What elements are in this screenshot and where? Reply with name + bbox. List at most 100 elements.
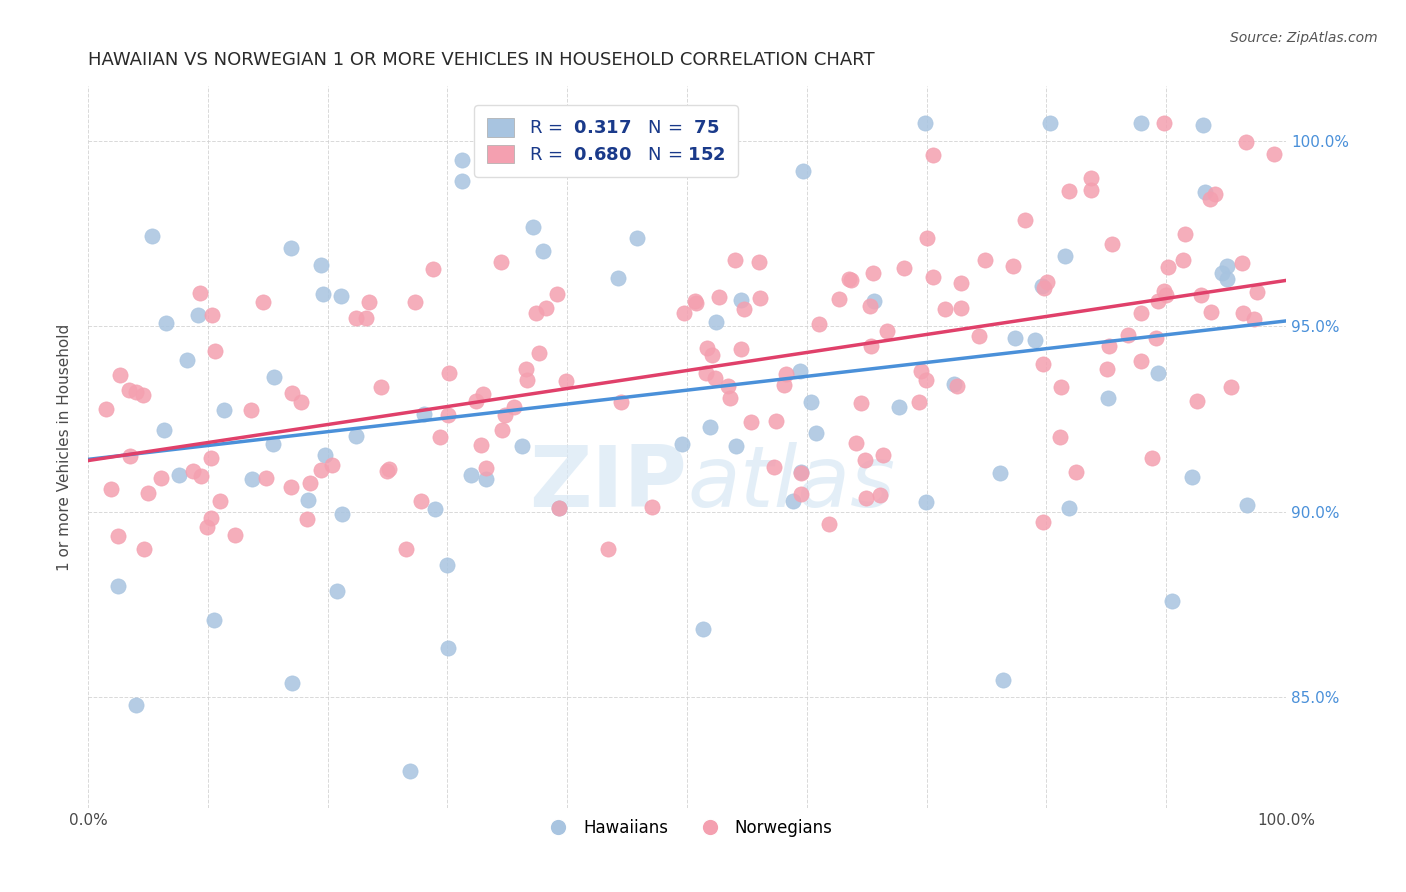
Point bbox=[547, 501, 569, 516]
Point bbox=[790, 487, 813, 501]
Text: HAWAIIAN VS NORWEGIAN 1 OR MORE VEHICLES IN HOUSEHOLD CORRELATION CHART: HAWAIIAN VS NORWEGIAN 1 OR MORE VEHICLES… bbox=[89, 51, 875, 69]
Point bbox=[378, 461, 401, 475]
Point bbox=[949, 276, 972, 290]
Point bbox=[515, 362, 537, 376]
Point bbox=[314, 448, 336, 462]
Point bbox=[167, 467, 190, 482]
Point bbox=[1171, 253, 1194, 268]
Point bbox=[808, 317, 831, 331]
Point bbox=[280, 480, 302, 494]
Point bbox=[555, 374, 578, 388]
Point bbox=[702, 348, 724, 362]
Point bbox=[725, 439, 748, 453]
Point bbox=[828, 292, 851, 306]
Point bbox=[685, 296, 707, 310]
Point bbox=[804, 425, 827, 440]
Point bbox=[413, 407, 436, 421]
Point bbox=[789, 465, 811, 479]
Point bbox=[683, 293, 706, 308]
Point bbox=[1157, 260, 1180, 275]
Point bbox=[214, 403, 236, 417]
Point bbox=[395, 541, 418, 556]
Point bbox=[460, 467, 482, 482]
Point bbox=[1080, 183, 1102, 197]
Point bbox=[950, 301, 973, 315]
Point bbox=[1032, 281, 1054, 295]
Point bbox=[747, 255, 769, 269]
Point bbox=[187, 308, 209, 322]
Text: atlas: atlas bbox=[688, 442, 896, 524]
Point bbox=[153, 423, 176, 437]
Point bbox=[1194, 185, 1216, 199]
Point bbox=[641, 500, 664, 514]
Point bbox=[1181, 470, 1204, 484]
Point bbox=[851, 395, 873, 409]
Point bbox=[1232, 306, 1254, 320]
Point bbox=[546, 286, 568, 301]
Point bbox=[524, 306, 547, 320]
Point bbox=[1049, 380, 1071, 394]
Point bbox=[607, 271, 630, 285]
Point bbox=[922, 270, 945, 285]
Point bbox=[730, 342, 752, 356]
Point bbox=[1032, 357, 1054, 371]
Point bbox=[512, 439, 534, 453]
Point bbox=[489, 255, 512, 269]
Point bbox=[527, 346, 550, 360]
Point bbox=[1002, 259, 1025, 273]
Point bbox=[765, 414, 787, 428]
Point bbox=[281, 386, 304, 401]
Point bbox=[451, 153, 474, 168]
Point bbox=[1031, 278, 1053, 293]
Point bbox=[862, 266, 884, 280]
Point bbox=[475, 460, 498, 475]
Point bbox=[730, 293, 752, 307]
Point bbox=[749, 292, 772, 306]
Point bbox=[915, 230, 938, 244]
Point bbox=[1098, 338, 1121, 352]
Point bbox=[94, 401, 117, 416]
Point bbox=[516, 373, 538, 387]
Point bbox=[125, 698, 148, 712]
Point bbox=[321, 458, 343, 472]
Point bbox=[357, 294, 380, 309]
Point bbox=[1014, 213, 1036, 227]
Point bbox=[934, 301, 956, 316]
Point bbox=[1059, 500, 1081, 515]
Point bbox=[125, 384, 148, 399]
Point bbox=[853, 453, 876, 467]
Point bbox=[1236, 498, 1258, 512]
Point bbox=[150, 470, 173, 484]
Point bbox=[472, 387, 495, 401]
Point bbox=[311, 463, 333, 477]
Point bbox=[252, 294, 274, 309]
Point bbox=[1129, 306, 1152, 320]
Point bbox=[1230, 256, 1253, 270]
Legend: Hawaiians, Norwegians: Hawaiians, Norwegians bbox=[534, 812, 839, 844]
Point bbox=[470, 437, 492, 451]
Point bbox=[209, 494, 232, 508]
Point bbox=[262, 436, 284, 450]
Y-axis label: 1 or more Vehicles in Household: 1 or more Vehicles in Household bbox=[58, 324, 72, 571]
Point bbox=[200, 510, 222, 524]
Point bbox=[344, 428, 367, 442]
Point bbox=[1144, 330, 1167, 344]
Point bbox=[465, 394, 488, 409]
Point bbox=[120, 449, 142, 463]
Point bbox=[1189, 288, 1212, 302]
Point bbox=[181, 464, 204, 478]
Point bbox=[869, 488, 891, 502]
Point bbox=[893, 261, 915, 276]
Point bbox=[915, 495, 938, 509]
Point bbox=[404, 294, 426, 309]
Point bbox=[1211, 266, 1233, 280]
Point bbox=[859, 299, 882, 313]
Point bbox=[1161, 594, 1184, 608]
Point bbox=[1130, 115, 1153, 129]
Point bbox=[1199, 305, 1222, 319]
Point bbox=[326, 584, 349, 599]
Point bbox=[1216, 259, 1239, 273]
Point bbox=[1080, 170, 1102, 185]
Point bbox=[773, 378, 796, 392]
Point bbox=[176, 353, 198, 368]
